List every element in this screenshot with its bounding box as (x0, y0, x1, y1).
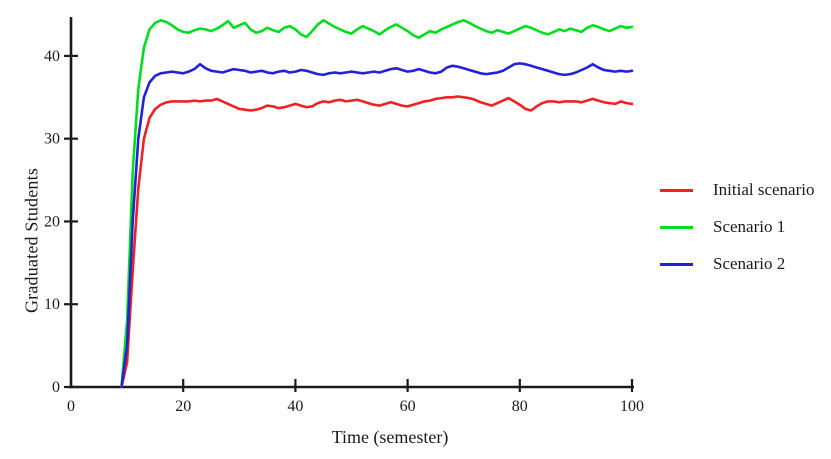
legend: Initial scenario Scenario 1 Scenario 2 (660, 178, 815, 276)
y-tick-label: 30 (44, 131, 60, 148)
y-tick-label: 10 (44, 296, 60, 313)
series-line-scenario-2 (120, 62, 634, 389)
legend-item-initial-scenario: Initial scenario (660, 178, 815, 202)
y-tick-label: 0 (52, 379, 60, 396)
series-line-scenario-1 (120, 18, 634, 389)
legend-item-scenario-1: Scenario 1 (660, 215, 815, 239)
legend-item-scenario-2: Scenario 2 (660, 252, 815, 276)
legend-line-swatch-red (660, 188, 693, 192)
y-axis-label: Graduated Students (21, 167, 42, 314)
legend-label: Scenario 2 (713, 254, 786, 273)
legend-line-swatch-green (660, 225, 693, 229)
x-tick-label: 20 (175, 398, 191, 415)
y-tick-label: 20 (44, 213, 60, 230)
x-tick-label: 40 (287, 398, 303, 415)
legend-label: Initial scenario (713, 180, 815, 199)
legend-label: Scenario 1 (713, 217, 786, 236)
y-tick-label: 40 (44, 48, 60, 65)
series-line-initial-scenario (120, 95, 634, 389)
x-tick-label: 60 (400, 398, 416, 415)
x-tick-label: 0 (67, 398, 75, 415)
legend-line-swatch-blue (660, 262, 693, 266)
x-tick-label: 100 (620, 398, 644, 415)
x-tick-label: 80 (512, 398, 528, 415)
x-axis-label: Time (semester) (331, 427, 449, 447)
